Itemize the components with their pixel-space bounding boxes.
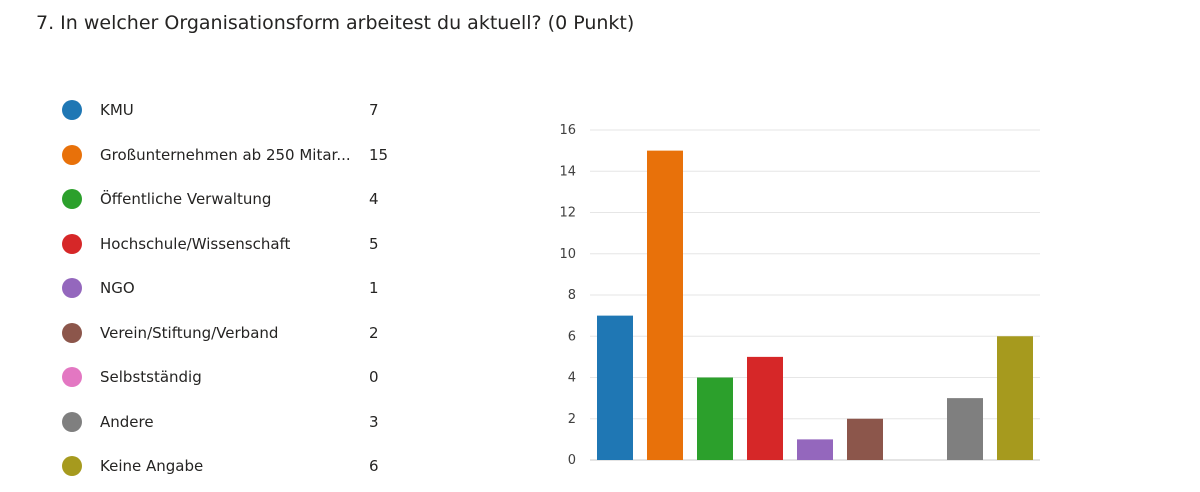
legend-label: Öffentliche Verwaltung — [100, 190, 272, 208]
legend-item: Verein/Stiftung/Verband 2 — [62, 311, 402, 356]
legend-label: Keine Angabe — [100, 457, 204, 475]
legend-color-dot — [62, 367, 82, 387]
legend-item: Großunternehmen ab 250 Mitar... 15 — [62, 133, 402, 178]
bar[interactable] — [597, 315, 633, 460]
legend-item: Öffentliche Verwaltung 4 — [62, 177, 402, 222]
legend-item: Selbstständig 0 — [62, 355, 402, 400]
legend-color-dot — [62, 189, 82, 209]
y-tick-label: 16 — [559, 123, 576, 138]
legend-count: 0 — [369, 368, 379, 386]
legend-count: 3 — [369, 412, 379, 431]
legend-label: Großunternehmen ab 250 Mitar... — [100, 145, 351, 164]
bar[interactable] — [997, 336, 1033, 460]
legend-color-dot — [62, 322, 82, 343]
y-tick-label: 0 — [568, 453, 576, 468]
legend-label: KMU — [100, 101, 134, 119]
bar[interactable] — [797, 439, 833, 460]
legend-label: NGO — [100, 279, 135, 297]
legend-count: 6 — [369, 457, 379, 475]
y-tick-label: 4 — [568, 371, 576, 386]
legend-item: NGO 1 — [62, 266, 402, 311]
y-tick-label: 10 — [559, 247, 576, 262]
legend-item: Keine Angabe 6 — [62, 444, 402, 489]
legend-item: Hochschule/Wissenschaft 5 — [62, 222, 402, 267]
bar[interactable] — [697, 377, 733, 461]
bar[interactable] — [747, 356, 783, 460]
legend-label: Hochschule/Wissenschaft — [100, 234, 291, 253]
bar[interactable] — [947, 398, 983, 460]
question-title: 7. In welcher Organisationsform arbeites… — [36, 12, 635, 34]
legend-label: Andere — [100, 412, 154, 431]
bar-chart: 0 2 4 6 8 10 12 14 16 — [559, 123, 1040, 468]
legend-color-dot — [62, 233, 82, 254]
chart-legend: KMU 7 Großunternehmen ab 250 Mitar... 15 Öff… — [62, 88, 402, 489]
legend-label: Verein/Stiftung/Verband — [100, 323, 279, 342]
legend-count: 2 — [369, 323, 379, 342]
legend-count: 5 — [369, 234, 379, 253]
legend-count: 15 — [369, 145, 389, 164]
legend-label: Selbstständig — [100, 368, 202, 386]
y-tick-label: 2 — [568, 412, 576, 427]
legend-count: 1 — [369, 279, 379, 297]
legend-count: 7 — [369, 101, 379, 119]
legend-color-dot — [62, 456, 82, 476]
legend-item: Andere 3 — [62, 400, 402, 445]
legend-color-dot — [62, 411, 82, 432]
legend-color-dot — [62, 144, 82, 165]
y-tick-label: 14 — [559, 164, 576, 179]
legend-item: KMU 7 — [62, 88, 402, 133]
bar[interactable] — [847, 418, 883, 460]
legend-count: 4 — [369, 190, 379, 208]
legend-color-dot — [62, 278, 82, 298]
legend-color-dot — [62, 100, 82, 120]
bar[interactable] — [647, 150, 683, 460]
y-tick-label: 8 — [568, 288, 576, 303]
y-tick-label: 6 — [568, 329, 576, 344]
y-tick-label: 12 — [559, 206, 576, 221]
